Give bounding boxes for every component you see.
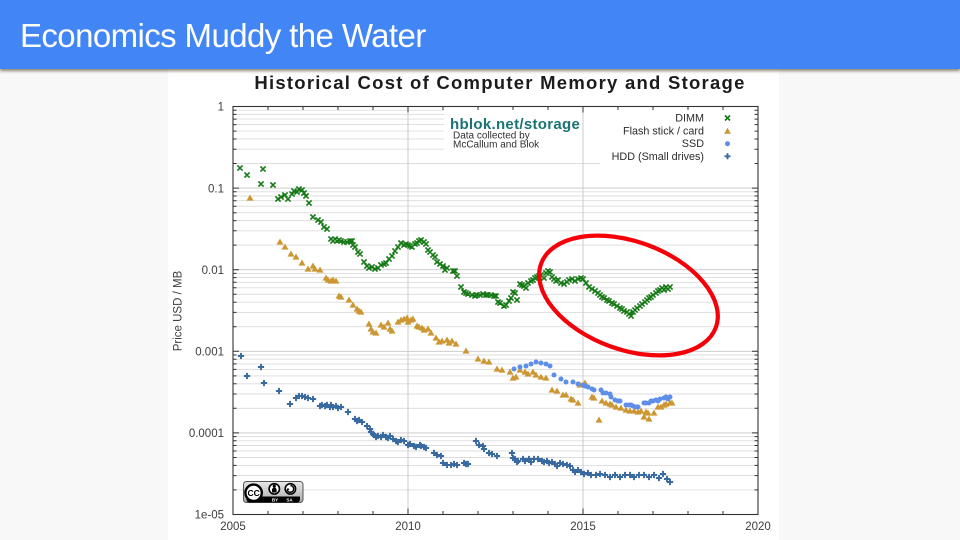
svg-text:2015: 2015 (570, 521, 596, 533)
svg-text:CC: CC (247, 488, 259, 498)
svg-text:BY: BY (272, 497, 278, 502)
svg-text:hblok.net/storage: hblok.net/storage (450, 116, 580, 133)
svg-text:0.001: 0.001 (195, 347, 224, 359)
svg-text:0.01: 0.01 (202, 265, 224, 277)
svg-text:DIMM: DIMM (675, 113, 704, 125)
svg-text:0.1: 0.1 (208, 183, 224, 195)
svg-text:1: 1 (218, 102, 224, 114)
svg-text:2020: 2020 (745, 521, 771, 533)
svg-text:Historical Cost of Computer Me: Historical Cost of Computer Memory and S… (254, 72, 745, 93)
svg-text:SSD: SSD (682, 138, 704, 150)
svg-text:McCallum and Blok: McCallum and Blok (453, 140, 540, 151)
svg-text:2005: 2005 (220, 521, 246, 533)
svg-text:2010: 2010 (395, 521, 421, 533)
svg-text:SA: SA (286, 497, 293, 502)
svg-text:Data collected by: Data collected by (453, 131, 530, 142)
svg-text:0.0001: 0.0001 (189, 428, 224, 440)
svg-text:1e-05: 1e-05 (195, 510, 224, 522)
svg-text:Price USD / MB: Price USD / MB (173, 270, 185, 351)
svg-text:Flash stick / card: Flash stick / card (623, 126, 704, 138)
svg-text:HDD (Small drives): HDD (Small drives) (612, 151, 704, 163)
